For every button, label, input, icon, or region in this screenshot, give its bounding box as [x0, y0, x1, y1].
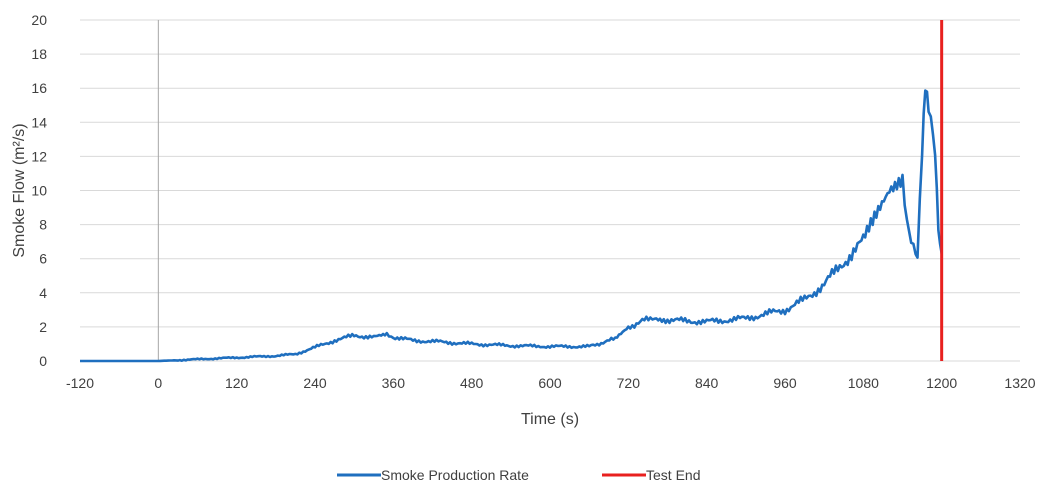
y-tick-label: 8 — [39, 217, 47, 233]
x-tick-label: -120 — [66, 375, 94, 391]
y-tick-label: 4 — [39, 285, 47, 301]
x-tick-label: 600 — [538, 375, 562, 391]
x-axis-title: Time (s) — [521, 411, 579, 428]
x-tick-label: 1200 — [926, 375, 957, 391]
y-tick-label: 6 — [39, 251, 47, 267]
y-tick-label: 16 — [31, 80, 47, 96]
legend-label-test-end: Test End — [646, 467, 700, 483]
y-tick-label: 18 — [31, 46, 47, 62]
legend: Smoke Production Rate Test End — [337, 467, 700, 483]
x-tick-label: 480 — [460, 375, 484, 391]
x-tick-label: 0 — [154, 375, 162, 391]
x-tick-label: 360 — [382, 375, 406, 391]
x-tick-label: 1320 — [1004, 375, 1035, 391]
grid-lines — [80, 19, 1020, 328]
series-line-smoke-production-rate — [80, 89, 943, 363]
y-axis-title: Smoke Flow (m²/s) — [11, 123, 28, 257]
y-tick-label: 10 — [31, 183, 47, 199]
y-tick-label: 20 — [31, 12, 47, 28]
y-tick-label: 14 — [31, 114, 47, 130]
x-tick-label: 960 — [773, 375, 797, 391]
y-tick-label: 2 — [39, 319, 47, 335]
y-tick-labels: 0 2 4 6 8 10 12 14 16 18 20 — [31, 12, 47, 369]
x-tick-label: 720 — [617, 375, 641, 391]
series-layer — [80, 20, 944, 363]
x-tick-label: 840 — [695, 375, 719, 391]
legend-label-smoke-production-rate: Smoke Production Rate — [381, 467, 529, 483]
y-tick-label: 0 — [39, 353, 47, 369]
x-tick-label: 120 — [225, 375, 249, 391]
x-tick-labels: -120 0 120 240 360 480 600 720 840 960 1080 1200 132… — [66, 375, 1036, 391]
x-tick-label: 1080 — [848, 375, 879, 391]
x-tick-label: 240 — [303, 375, 327, 391]
y-tick-label: 12 — [31, 148, 47, 164]
